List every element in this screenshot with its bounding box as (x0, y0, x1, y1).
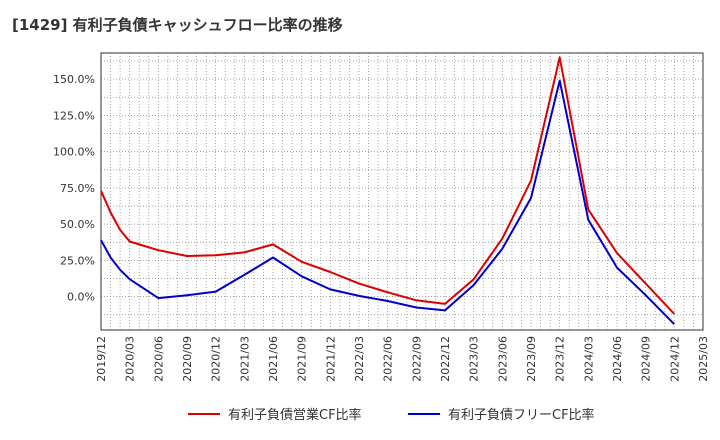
x-tick-label: 2023/03 (468, 336, 481, 382)
series-line-1 (100, 56, 676, 315)
y-tick-label: 50.0% (60, 218, 95, 231)
y-tick-label: 0.0% (67, 291, 95, 304)
y-tick-label: 125.0% (53, 109, 95, 122)
plot-lines (100, 56, 676, 325)
y-tick-label: 25.0% (60, 254, 95, 267)
x-tick-label: 2025/03 (697, 336, 710, 382)
x-tick-label: 2023/06 (496, 336, 509, 382)
x-tick-label: 2020/03 (124, 336, 137, 382)
x-tick-label: 2019/12 (95, 336, 108, 382)
x-tick-label: 2020/09 (181, 336, 194, 382)
x-tick-label: 2021/09 (296, 336, 309, 382)
x-tick-label: 2020/12 (210, 336, 223, 382)
series-line-2 (100, 79, 676, 325)
x-tick-label: 2024/03 (582, 336, 595, 382)
y-tick-label: 150.0% (53, 73, 95, 86)
y-tick-label: 100.0% (53, 146, 95, 159)
x-tick-label: 2023/09 (525, 336, 538, 382)
x-tick-label: 2022/06 (382, 336, 395, 382)
x-tick-label: 2024/09 (640, 336, 653, 382)
x-tick-label: 2021/06 (267, 336, 280, 382)
legend-label-2: 有利子負債フリーCF比率 (448, 407, 595, 423)
x-tick-label: 2021/03 (238, 336, 251, 382)
x-tick-label: 2024/06 (611, 336, 624, 382)
x-tick-label: 2023/12 (554, 336, 567, 382)
legend: 有利子負債営業CF比率 有利子負債フリーCF比率 (188, 407, 595, 423)
y-tick-label: 75.0% (60, 182, 95, 195)
x-tick-label: 2022/12 (439, 336, 452, 382)
plot-frame (100, 52, 704, 331)
x-tick-label: 2021/12 (324, 336, 337, 382)
x-tick-label: 2022/09 (410, 336, 423, 382)
y-axis: 0.0% 25.0% 50.0% 75.0% 100.0% 125.0% 150.0% (53, 73, 95, 304)
x-tick-label: 2020/06 (152, 336, 165, 382)
x-tick-label: 2024/12 (668, 336, 681, 382)
x-axis: 2019/12 2020/03 2020/06 2020/09 2020/12 2021/… (95, 336, 710, 382)
chart-title: [1429] 有利子負債キャッシュフロー比率の推移 (12, 16, 343, 34)
legend-label-1: 有利子負債営業CF比率 (228, 407, 362, 423)
x-tick-label: 2022/03 (353, 336, 366, 382)
grid (100, 53, 704, 330)
